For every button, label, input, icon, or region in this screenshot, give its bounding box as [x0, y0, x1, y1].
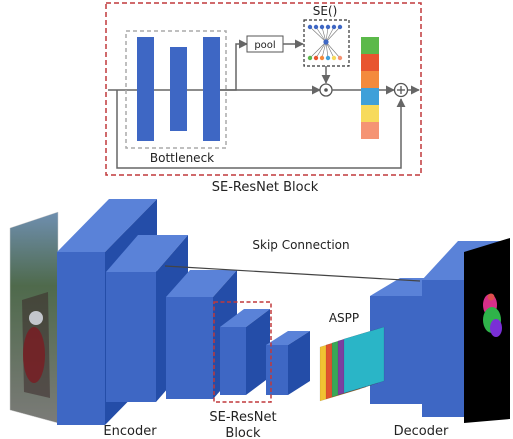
decoder-label: Decoder [394, 424, 449, 439]
output-segmentation [464, 238, 510, 423]
aspp-label: ASPP [329, 311, 359, 325]
channel-weight-3 [361, 71, 379, 88]
bottleneck-label: Bottleneck [150, 151, 214, 165]
channel-weight-4 [361, 88, 379, 105]
channel-weight-2 [361, 54, 379, 71]
se-network-icon [307, 24, 343, 61]
bottleneck-layer-1 [137, 37, 154, 141]
se-label: SE() [313, 4, 338, 18]
channel-weight-6 [361, 122, 379, 139]
se-resnet-label-line2: Block [225, 426, 261, 439]
bottleneck-frame [125, 30, 227, 149]
se-resnet-highlight [213, 301, 272, 403]
aspp-slab-5 [343, 326, 385, 394]
residual-path [116, 90, 406, 169]
channel-weights [361, 37, 379, 139]
se-resnet-block-frame [105, 2, 422, 176]
bottleneck-layer-3 [203, 37, 220, 141]
skip-connection-line [164, 265, 421, 282]
channel-weight-1 [361, 37, 379, 54]
se-box [303, 19, 350, 67]
pool-label: pool [254, 40, 275, 51]
aspp-module [319, 326, 385, 402]
skip-connection-label: Skip Connection [252, 238, 349, 252]
se-resnet-block: Bottleneck pool SE() [105, 2, 422, 176]
encoder-block-5 [266, 331, 310, 395]
bottleneck-layer-2 [170, 47, 187, 131]
se-resnet-label-line1: SE-ResNet [209, 410, 276, 425]
encoder-label: Encoder [103, 424, 157, 439]
input-image [9, 211, 59, 424]
encoder-block-4 [220, 309, 270, 395]
channel-weight-5 [361, 105, 379, 122]
se-resnet-block-title: SE-ResNet Block [212, 180, 319, 195]
network-blocks [57, 199, 500, 425]
